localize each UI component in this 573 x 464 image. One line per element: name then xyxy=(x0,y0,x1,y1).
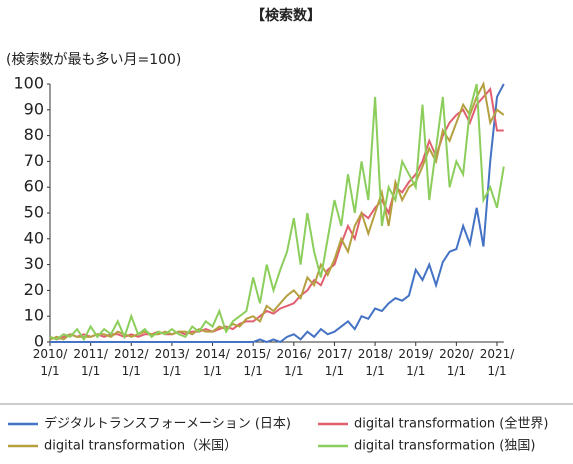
y-tick-label: 80 xyxy=(24,125,44,144)
x-tick-label: 2018/ 1/1 xyxy=(357,347,393,378)
legend-label: digital transformation（米国） xyxy=(44,439,237,454)
x-tick-label: 2011/ 1/1 xyxy=(73,347,108,378)
x-tick-label: 2014/ 1/1 xyxy=(195,347,230,378)
y-tick-label: 90 xyxy=(24,99,44,118)
series-line xyxy=(49,83,505,342)
x-tick-label: 2020/ 1/1 xyxy=(439,347,474,378)
y-tick-label: 50 xyxy=(24,203,44,222)
x-tick-label: 2013/ 1/1 xyxy=(154,347,190,378)
y-tick-label: 40 xyxy=(24,228,44,247)
series-line xyxy=(50,83,505,344)
x-tick-label: 2017/ 1/1 xyxy=(317,347,352,378)
x-tick-label: 2021/ 1/1 xyxy=(479,347,515,378)
legend-label: デジタルトランスフォーメーション (日本) xyxy=(44,416,291,432)
y-tick-label: 0 xyxy=(34,332,44,351)
y-axis-label: (検索数が最も多い月=100) xyxy=(6,51,181,68)
y-tick-label: 100 xyxy=(13,74,44,93)
x-tick-label: 2019/ 1/1 xyxy=(398,347,434,378)
chart-title: 【検索数】 xyxy=(251,7,321,24)
series-line xyxy=(49,86,504,341)
legend-label: digital transformation (独国) xyxy=(354,439,535,454)
x-tick-label: 2015/ 1/1 xyxy=(235,347,271,378)
y-tick-label: 10 xyxy=(24,306,44,325)
legend-label: digital transformation (全世界) xyxy=(354,416,548,432)
series-line xyxy=(49,80,505,341)
y-tick-label: 60 xyxy=(24,177,44,196)
y-tick-label: 20 xyxy=(24,280,44,299)
x-tick-label: 2010/ 1/1 xyxy=(32,347,68,378)
y-tick-label: 70 xyxy=(24,151,44,170)
x-tick-label: 2016/ 1/1 xyxy=(276,347,312,378)
x-tick-label: 2012/ 1/1 xyxy=(113,347,149,378)
y-tick-label: 30 xyxy=(24,254,44,273)
